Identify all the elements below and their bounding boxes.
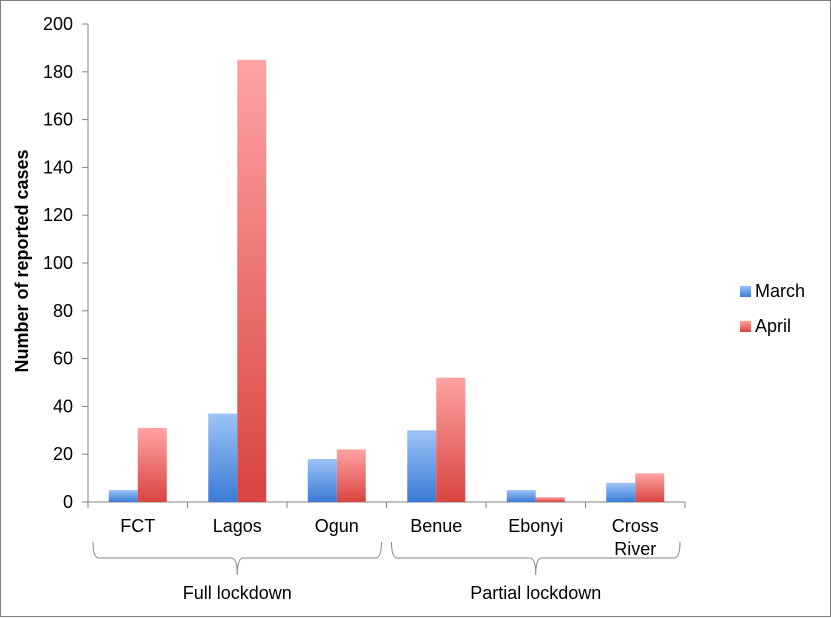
- legend-label-march: March: [755, 281, 805, 301]
- bar-april: [237, 59, 267, 502]
- bar-march: [606, 482, 636, 502]
- bar-april: [436, 377, 466, 502]
- bar-march: [108, 490, 138, 502]
- group-brace: [391, 541, 681, 576]
- bar-march: [407, 430, 437, 502]
- y-axis-title: Number of reported cases: [12, 149, 32, 372]
- bar-march: [208, 413, 238, 502]
- bar-march: [307, 458, 337, 502]
- bar-april: [635, 473, 665, 502]
- y-tick-label: 180: [43, 62, 73, 82]
- y-tick-label: 200: [43, 14, 73, 34]
- y-tick-label: 80: [53, 301, 73, 321]
- bar-april: [137, 427, 167, 502]
- x-tick-label: Lagos: [213, 516, 262, 536]
- axes: [82, 23, 686, 576]
- y-tick-label: 20: [53, 444, 73, 464]
- y-tick-label: 60: [53, 349, 73, 369]
- y-tick-label: 160: [43, 110, 73, 130]
- y-tick-label: 0: [63, 492, 73, 512]
- y-tick-label: 40: [53, 396, 73, 416]
- x-tick-label: Cross River: [612, 516, 659, 559]
- bar-march: [506, 490, 536, 502]
- bar-april: [336, 449, 366, 502]
- y-tick-label: 100: [43, 253, 73, 273]
- x-tick-label: Benue: [410, 516, 462, 536]
- legend: March April: [740, 281, 805, 336]
- x-tick-label: Ebonyi: [508, 516, 563, 536]
- legend-swatch-march: [740, 286, 751, 297]
- legend-label-april: April: [755, 316, 791, 336]
- bar-april: [535, 497, 565, 502]
- x-tick-label: FCT: [120, 516, 155, 536]
- bars: [108, 59, 665, 502]
- legend-swatch-april: [740, 321, 751, 332]
- y-tick-label: 120: [43, 205, 73, 225]
- group-label: Full lockdown: [183, 583, 292, 603]
- x-tick-label: Ogun: [315, 516, 359, 536]
- group-brace: [92, 541, 382, 576]
- labels: 0 20 40 60 80 100 120 140 160 180 200 FCT Lagos Ogun B…: [43, 14, 659, 603]
- y-tick-label: 140: [43, 157, 73, 177]
- group-label: Partial lockdown: [470, 583, 601, 603]
